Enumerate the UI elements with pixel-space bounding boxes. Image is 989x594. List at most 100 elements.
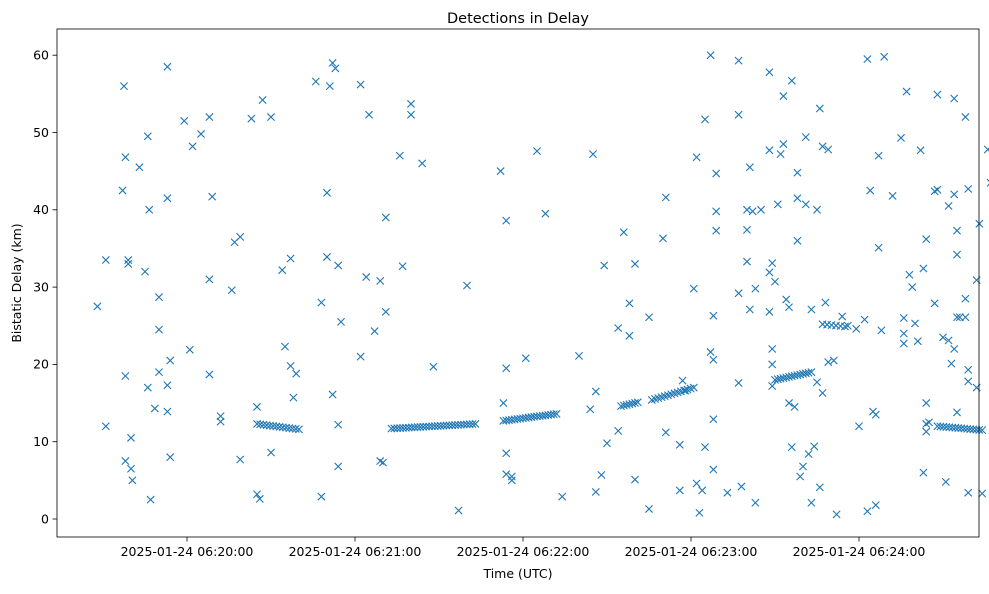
data-point [118, 186, 127, 195]
data-point [933, 90, 942, 99]
data-point [256, 420, 265, 429]
data-point [807, 305, 816, 314]
data-point [208, 192, 217, 201]
data-point [801, 133, 810, 142]
data-point [953, 226, 961, 235]
data-point [124, 256, 133, 265]
data-point [603, 439, 611, 448]
data-point [804, 450, 813, 459]
data-point [955, 313, 964, 322]
data-point [782, 295, 791, 304]
data-point [471, 419, 480, 428]
data-point [771, 277, 779, 286]
data-point [871, 501, 880, 510]
data-point [768, 259, 777, 268]
data-point [141, 267, 149, 276]
data-point [888, 191, 897, 200]
data-point [661, 428, 670, 437]
data-point [818, 389, 827, 397]
y-tick-label: 20 [33, 357, 49, 372]
data-point [689, 284, 698, 293]
data-point [381, 213, 390, 222]
data-point [398, 262, 407, 271]
data-point [502, 449, 511, 458]
data-point [810, 442, 819, 451]
data-point [877, 326, 886, 335]
data-point [586, 405, 595, 414]
data-point [285, 424, 294, 433]
data-point [227, 286, 236, 295]
data-point [863, 55, 872, 64]
x-tick-label: 2025-01-24 06:20:00 [121, 544, 254, 559]
data-point [773, 200, 782, 209]
y-axis: 0 10 20 30 40 50 60 [33, 48, 57, 526]
data-point [978, 426, 987, 435]
data-point [163, 407, 172, 416]
data-point [922, 235, 931, 244]
data-point [185, 345, 194, 354]
data-point [793, 194, 802, 203]
x-tick-label: 2025-01-24 06:24:00 [793, 544, 926, 559]
data-point [916, 146, 925, 155]
data-point [961, 294, 970, 303]
data-point [625, 331, 634, 340]
data-point [155, 325, 163, 334]
data-point [121, 457, 130, 466]
data-point [323, 188, 331, 197]
data-point [120, 82, 128, 91]
data-point [502, 364, 511, 373]
y-tick-label: 50 [33, 125, 49, 140]
plot-area-frame [56, 28, 980, 538]
data-point [706, 348, 715, 357]
data-point [745, 305, 754, 314]
data-point [282, 423, 291, 432]
data-point [188, 142, 197, 151]
data-point [127, 433, 135, 442]
data-point [597, 470, 606, 479]
data-point [150, 404, 159, 413]
data-point [692, 153, 701, 162]
data-point [824, 145, 833, 154]
data-point [815, 104, 824, 113]
data-point [625, 299, 634, 308]
data-point [645, 313, 653, 322]
data-point [645, 504, 653, 513]
data-point [678, 376, 687, 385]
data-point [418, 159, 427, 168]
data-point [723, 488, 732, 497]
data-point [807, 368, 816, 377]
data-point [983, 145, 989, 154]
data-point [796, 472, 805, 481]
data-point [953, 408, 961, 417]
data-point [950, 94, 959, 103]
data-point [143, 383, 152, 392]
data-point [311, 77, 320, 86]
data-point [709, 355, 718, 364]
data-point [163, 194, 172, 203]
data-point [821, 298, 830, 307]
data-point [922, 427, 931, 436]
data-points [93, 51, 989, 519]
data-point [675, 440, 684, 449]
data-point [281, 342, 289, 351]
data-point [631, 398, 639, 407]
data-point [807, 498, 816, 507]
data-point [552, 409, 561, 418]
data-point [633, 398, 642, 407]
data-point [768, 360, 777, 369]
data-point [259, 420, 268, 429]
data-point [793, 168, 802, 177]
data-point [278, 266, 287, 275]
data-point [919, 468, 928, 477]
data-point [964, 377, 973, 386]
data-point [712, 169, 721, 178]
data-point [841, 322, 849, 331]
data-point [913, 337, 922, 346]
data-point [155, 293, 163, 302]
data-point [765, 68, 774, 77]
data-point [334, 261, 343, 270]
y-tick-label: 0 [41, 511, 49, 526]
data-point [272, 422, 281, 431]
data-point [953, 250, 961, 259]
